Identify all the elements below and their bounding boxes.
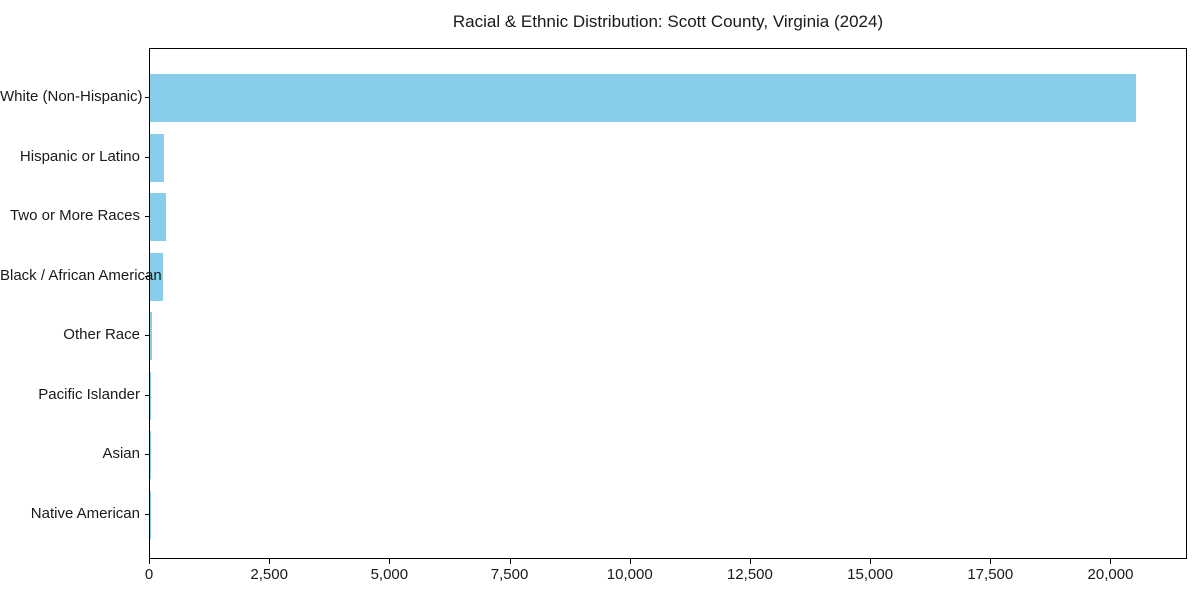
bar bbox=[150, 431, 151, 480]
y-axis-label: Native American bbox=[30, 504, 140, 522]
y-axis-tick-mark bbox=[145, 275, 149, 277]
x-axis-tick-mark bbox=[990, 559, 992, 564]
y-axis-label: Two or More Races bbox=[9, 207, 140, 225]
bar bbox=[150, 193, 166, 242]
x-axis-tick-mark bbox=[1110, 559, 1112, 564]
bar bbox=[150, 74, 1136, 122]
y-axis-label: Pacific Islander bbox=[38, 385, 140, 403]
chart-title: Racial & Ethnic Distribution: Scott Coun… bbox=[452, 12, 884, 31]
x-axis-tick-label: 17,500 bbox=[967, 566, 1014, 583]
y-axis-tick-mark bbox=[145, 454, 149, 456]
plot-area bbox=[149, 48, 1187, 559]
x-axis-tick-mark bbox=[269, 559, 271, 564]
y-axis-tick-mark bbox=[145, 97, 149, 98]
x-axis-tick-mark bbox=[389, 559, 391, 564]
y-axis-label: White (Non-Hispanic) bbox=[0, 88, 143, 105]
x-axis-tick-label: 0 bbox=[144, 566, 154, 583]
y-axis-label: Hispanic or Latino bbox=[19, 147, 140, 165]
x-axis-tick-label: 20,000 bbox=[1087, 566, 1134, 583]
y-axis-tick-mark bbox=[145, 513, 149, 515]
x-axis-tick-label: 10,000 bbox=[606, 566, 653, 583]
x-axis-tick-mark bbox=[149, 559, 150, 564]
bar bbox=[150, 252, 163, 301]
x-axis-tick-label: 2,500 bbox=[250, 566, 288, 583]
x-axis-tick-label: 15,000 bbox=[847, 566, 894, 583]
y-axis-tick-mark bbox=[145, 156, 149, 158]
x-axis-tick-label: 5,000 bbox=[370, 566, 409, 583]
bar bbox=[150, 133, 165, 182]
x-axis-tick-mark bbox=[749, 559, 751, 564]
x-axis-tick-mark bbox=[509, 559, 511, 564]
y-axis-label: Black / African American bbox=[0, 266, 162, 284]
x-axis-tick-mark bbox=[870, 559, 872, 564]
y-axis-tick-mark bbox=[145, 216, 149, 218]
bar bbox=[150, 312, 152, 361]
y-axis-label: Other Race bbox=[63, 326, 140, 344]
y-axis-tick-mark bbox=[145, 335, 149, 337]
y-axis-tick-mark bbox=[145, 394, 149, 396]
y-axis-label: Asian bbox=[102, 445, 140, 463]
x-axis-tick-label: 7,500 bbox=[490, 566, 529, 583]
bar bbox=[150, 371, 151, 420]
x-axis-tick-label: 12,500 bbox=[726, 566, 773, 583]
x-axis-tick-mark bbox=[629, 559, 631, 564]
